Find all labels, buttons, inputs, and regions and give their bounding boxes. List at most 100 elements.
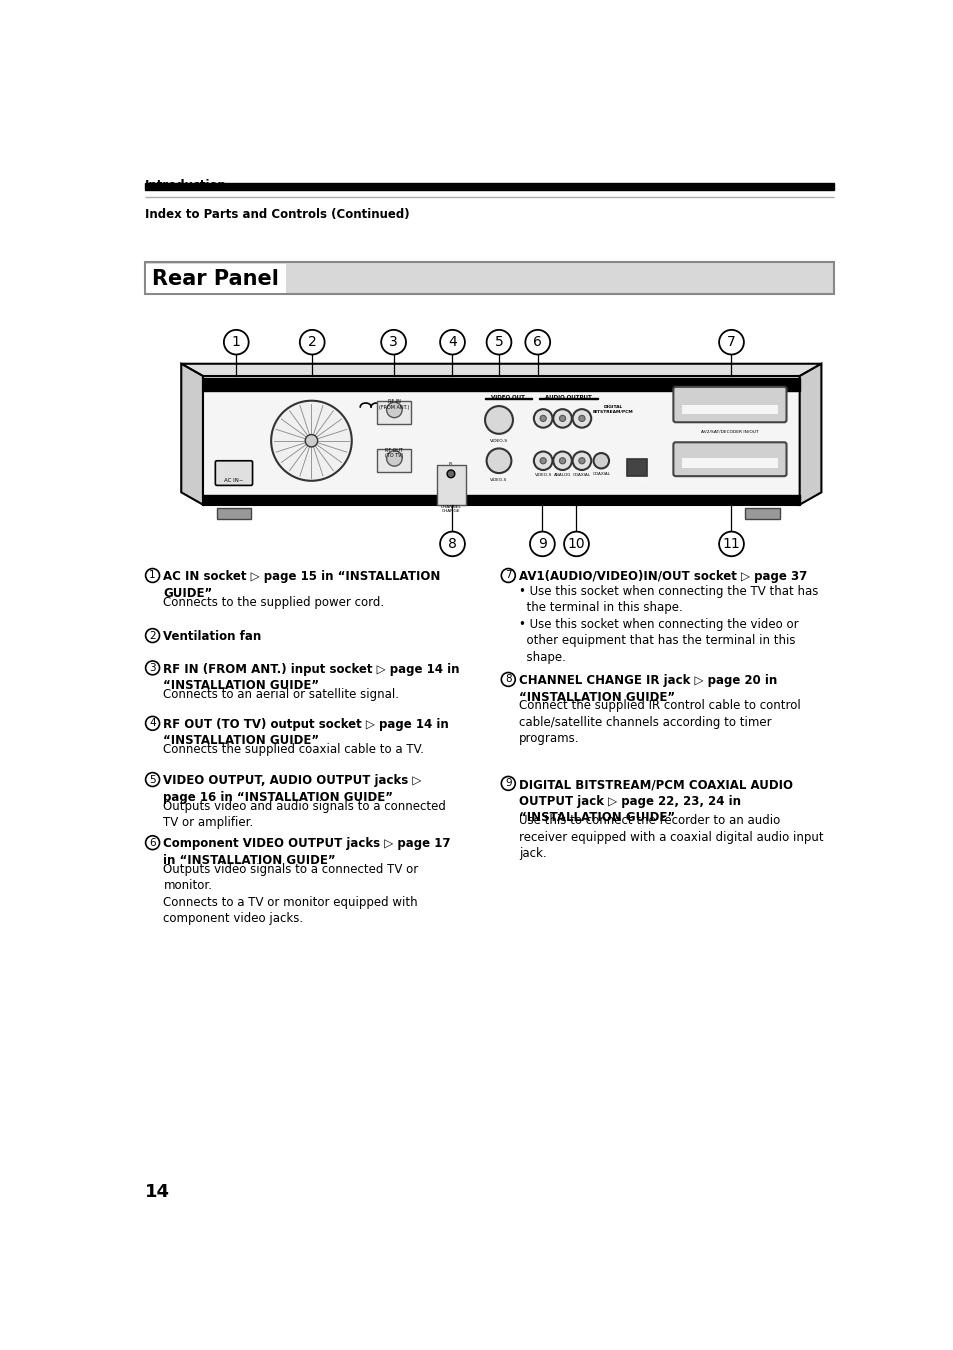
Text: COAXIAL: COAXIAL <box>573 472 590 477</box>
Bar <box>203 494 799 504</box>
Circle shape <box>439 329 464 355</box>
Text: 5: 5 <box>494 335 503 350</box>
Text: 14: 14 <box>145 1183 170 1202</box>
Circle shape <box>500 568 515 582</box>
Bar <box>203 378 799 392</box>
Text: Introduction: Introduction <box>145 180 227 192</box>
Text: RF OUT
(TO TV): RF OUT (TO TV) <box>385 448 403 459</box>
Text: Component VIDEO OUTPUT jacks ▷ page 17
in “INSTALLATION GUIDE”: Component VIDEO OUTPUT jacks ▷ page 17 i… <box>163 837 451 867</box>
Circle shape <box>146 629 159 643</box>
Text: 4: 4 <box>448 335 456 350</box>
Text: Ventilation fan: Ventilation fan <box>163 630 261 643</box>
Circle shape <box>558 458 565 464</box>
Text: 8: 8 <box>448 537 456 551</box>
Text: Connects to an aerial or satellite signal.: Connects to an aerial or satellite signa… <box>163 688 399 701</box>
Text: AC IN~: AC IN~ <box>224 478 243 483</box>
Text: RF IN
(FROM ANT.): RF IN (FROM ANT.) <box>378 400 409 410</box>
Text: • Use this socket when connecting the TV that has
  the terminal in this shape.
: • Use this socket when connecting the TV… <box>518 585 818 664</box>
Circle shape <box>271 401 352 481</box>
Text: AC IN socket ▷ page 15 in “INSTALLATION
GUIDE”: AC IN socket ▷ page 15 in “INSTALLATION … <box>163 570 440 599</box>
Circle shape <box>553 409 571 428</box>
Text: Rear Panel: Rear Panel <box>152 269 278 289</box>
Text: Outputs video signals to a connected TV or
monitor.
Connects to a TV or monitor : Outputs video signals to a connected TV … <box>163 863 418 925</box>
Circle shape <box>572 451 591 470</box>
Text: Connects the supplied coaxial cable to a TV.: Connects the supplied coaxial cable to a… <box>163 744 424 756</box>
Circle shape <box>146 662 159 675</box>
Circle shape <box>386 402 402 417</box>
FancyBboxPatch shape <box>673 387 785 423</box>
Circle shape <box>224 329 249 355</box>
Text: VIDEO OUT: VIDEO OUT <box>491 394 525 400</box>
Text: 6: 6 <box>533 335 541 350</box>
Text: Use this to connect the recorder to an audio
receiver equipped with a coaxial di: Use this to connect the recorder to an a… <box>518 814 822 860</box>
Text: Outputs video and audio signals to a connected
TV or amplifier.: Outputs video and audio signals to a con… <box>163 799 446 829</box>
Text: ANALOG: ANALOG <box>554 472 571 477</box>
Text: VIDEO-S: VIDEO-S <box>490 439 508 443</box>
Circle shape <box>386 451 402 466</box>
Text: 1: 1 <box>149 571 155 580</box>
Text: DIGITAL BITSTREAM/PCM COAXIAL AUDIO
OUTPUT jack ▷ page 22, 23, 24 in
“INSTALLATI: DIGITAL BITSTREAM/PCM COAXIAL AUDIO OUTP… <box>518 778 792 824</box>
Text: 7: 7 <box>504 571 511 580</box>
Bar <box>626 459 646 477</box>
Circle shape <box>146 717 159 730</box>
Circle shape <box>534 451 552 470</box>
Text: 8: 8 <box>504 675 511 684</box>
Bar <box>377 450 411 472</box>
Polygon shape <box>181 363 821 377</box>
Text: CHANNEL
CHANGE: CHANNEL CHANGE <box>440 505 461 513</box>
Circle shape <box>500 672 515 686</box>
Text: AV1/AUDIO/VIDEO IN/OUT: AV1/AUDIO/VIDEO IN/OUT <box>698 378 760 382</box>
Circle shape <box>558 416 565 421</box>
Circle shape <box>525 329 550 355</box>
Circle shape <box>146 836 159 849</box>
Polygon shape <box>799 363 821 505</box>
Circle shape <box>563 532 588 556</box>
Text: Index to Parts and Controls (Continued): Index to Parts and Controls (Continued) <box>145 208 409 221</box>
Text: AV2/SAT/DECODER IN/OUT: AV2/SAT/DECODER IN/OUT <box>700 429 758 433</box>
Text: VIDEO-S: VIDEO-S <box>490 478 507 482</box>
Text: RF OUT (TO TV) output socket ▷ page 14 in
“INSTALLATION GUIDE”: RF OUT (TO TV) output socket ▷ page 14 i… <box>163 718 449 748</box>
Text: COAXIAL: COAXIAL <box>592 472 610 477</box>
Bar <box>377 401 411 424</box>
Circle shape <box>299 329 324 355</box>
Bar <box>146 263 286 293</box>
Text: AV1(AUDIO/VIDEO)IN/OUT socket ▷ page 37: AV1(AUDIO/VIDEO)IN/OUT socket ▷ page 37 <box>518 570 806 583</box>
Bar <box>436 464 466 505</box>
Circle shape <box>305 435 317 447</box>
FancyBboxPatch shape <box>215 460 253 486</box>
Circle shape <box>572 409 591 428</box>
Text: 11: 11 <box>721 537 740 551</box>
Text: Connects to the supplied power cord.: Connects to the supplied power cord. <box>163 595 384 609</box>
Text: 5: 5 <box>149 775 155 784</box>
Circle shape <box>484 406 513 433</box>
Circle shape <box>593 454 608 468</box>
Bar <box>681 405 778 414</box>
Circle shape <box>539 458 546 464</box>
Text: 2: 2 <box>308 335 316 350</box>
Circle shape <box>486 448 511 472</box>
Text: DIGITAL
BITSTREAM/PCM: DIGITAL BITSTREAM/PCM <box>592 405 633 414</box>
Circle shape <box>553 451 571 470</box>
Bar <box>744 508 779 518</box>
Circle shape <box>534 409 552 428</box>
FancyBboxPatch shape <box>673 443 785 477</box>
Text: 7: 7 <box>726 335 735 350</box>
Text: IR: IR <box>448 462 453 466</box>
Circle shape <box>500 776 515 790</box>
Text: 1: 1 <box>232 335 240 350</box>
Text: VIDEO OUTPUT, AUDIO OUTPUT jacks ▷
page 16 in “INSTALLATION GUIDE”: VIDEO OUTPUT, AUDIO OUTPUT jacks ▷ page … <box>163 774 421 803</box>
Text: 9: 9 <box>537 537 546 551</box>
Polygon shape <box>181 363 203 505</box>
Text: RF IN (FROM ANT.) input socket ▷ page 14 in
“INSTALLATION GUIDE”: RF IN (FROM ANT.) input socket ▷ page 14… <box>163 663 459 693</box>
Bar <box>145 182 833 190</box>
Text: 2: 2 <box>149 630 155 640</box>
Text: CHANNEL CHANGE IR jack ▷ page 20 in
“INSTALLATION GUIDE”: CHANNEL CHANGE IR jack ▷ page 20 in “INS… <box>518 674 777 703</box>
Text: 4: 4 <box>149 718 155 729</box>
Circle shape <box>447 470 455 478</box>
Text: Connect the supplied IR control cable to control
cable/satellite channels accord: Connect the supplied IR control cable to… <box>518 699 801 745</box>
Text: 9: 9 <box>504 779 511 788</box>
Bar <box>203 377 799 505</box>
Text: 3: 3 <box>389 335 397 350</box>
Bar <box>145 262 833 294</box>
Text: 10: 10 <box>567 537 585 551</box>
